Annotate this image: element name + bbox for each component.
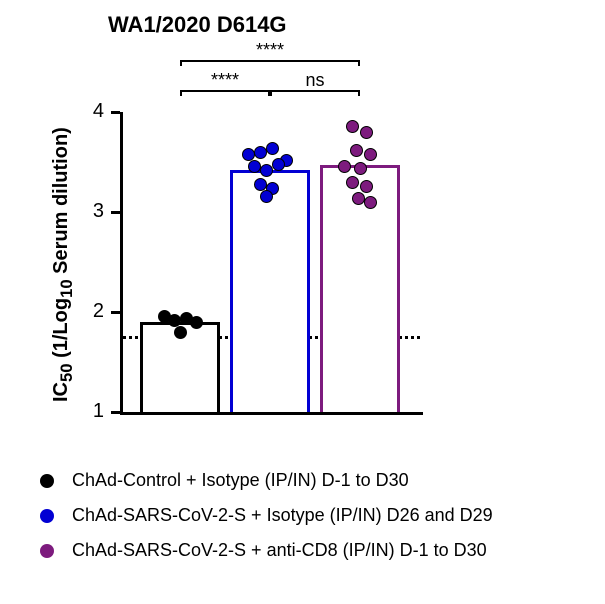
legend-label: ChAd-SARS-CoV-2-S + Isotype (IP/IN) D26 …	[72, 505, 493, 526]
data-point	[260, 190, 273, 203]
y-tick-label: 4	[76, 100, 104, 123]
sig-label: ****	[180, 70, 270, 91]
data-point	[360, 180, 373, 193]
data-point	[254, 178, 267, 191]
legend: ChAd-Control + Isotype (IP/IN) D-1 to D3…	[40, 470, 493, 575]
legend-marker-icon	[40, 544, 54, 558]
data-point	[364, 148, 377, 161]
legend-item: ChAd-SARS-CoV-2-S + Isotype (IP/IN) D26 …	[40, 505, 493, 526]
sig-label: ns	[270, 70, 360, 91]
data-point	[190, 316, 203, 329]
data-point	[346, 120, 359, 133]
data-point	[254, 146, 267, 159]
legend-marker-icon	[40, 474, 54, 488]
legend-marker-icon	[40, 509, 54, 523]
y-tick-label: 3	[76, 200, 104, 223]
legend-item: ChAd-Control + Isotype (IP/IN) D-1 to D3…	[40, 470, 493, 491]
data-point	[360, 126, 373, 139]
data-point	[168, 314, 181, 327]
data-point	[346, 176, 359, 189]
data-point	[364, 196, 377, 209]
y-tick-label: 2	[76, 300, 104, 323]
chart-title: WA1/2020 D614G	[108, 12, 287, 38]
legend-item: ChAd-SARS-CoV-2-S + anti-CD8 (IP/IN) D-1…	[40, 540, 493, 561]
y-tick	[111, 311, 120, 314]
y-tick	[111, 111, 120, 114]
data-point	[266, 142, 279, 155]
data-point	[350, 144, 363, 157]
data-point	[272, 158, 285, 171]
data-point	[174, 326, 187, 339]
figure: WA1/2020 D614G IC50 (1/Log10 Serum dilut…	[0, 0, 605, 604]
data-point	[338, 160, 351, 173]
bar	[230, 170, 310, 412]
data-point	[260, 164, 273, 177]
y-tick	[111, 211, 120, 214]
y-tick	[111, 411, 120, 414]
data-point	[242, 148, 255, 161]
legend-label: ChAd-Control + Isotype (IP/IN) D-1 to D3…	[72, 470, 409, 491]
data-point	[352, 192, 365, 205]
data-point	[248, 160, 261, 173]
y-axis-label: IC50 (1/Log10 Serum dilution)	[50, 127, 77, 402]
sig-label: ****	[180, 40, 360, 61]
legend-label: ChAd-SARS-CoV-2-S + anti-CD8 (IP/IN) D-1…	[72, 540, 487, 561]
data-point	[354, 162, 367, 175]
y-tick-label: 1	[76, 400, 104, 423]
